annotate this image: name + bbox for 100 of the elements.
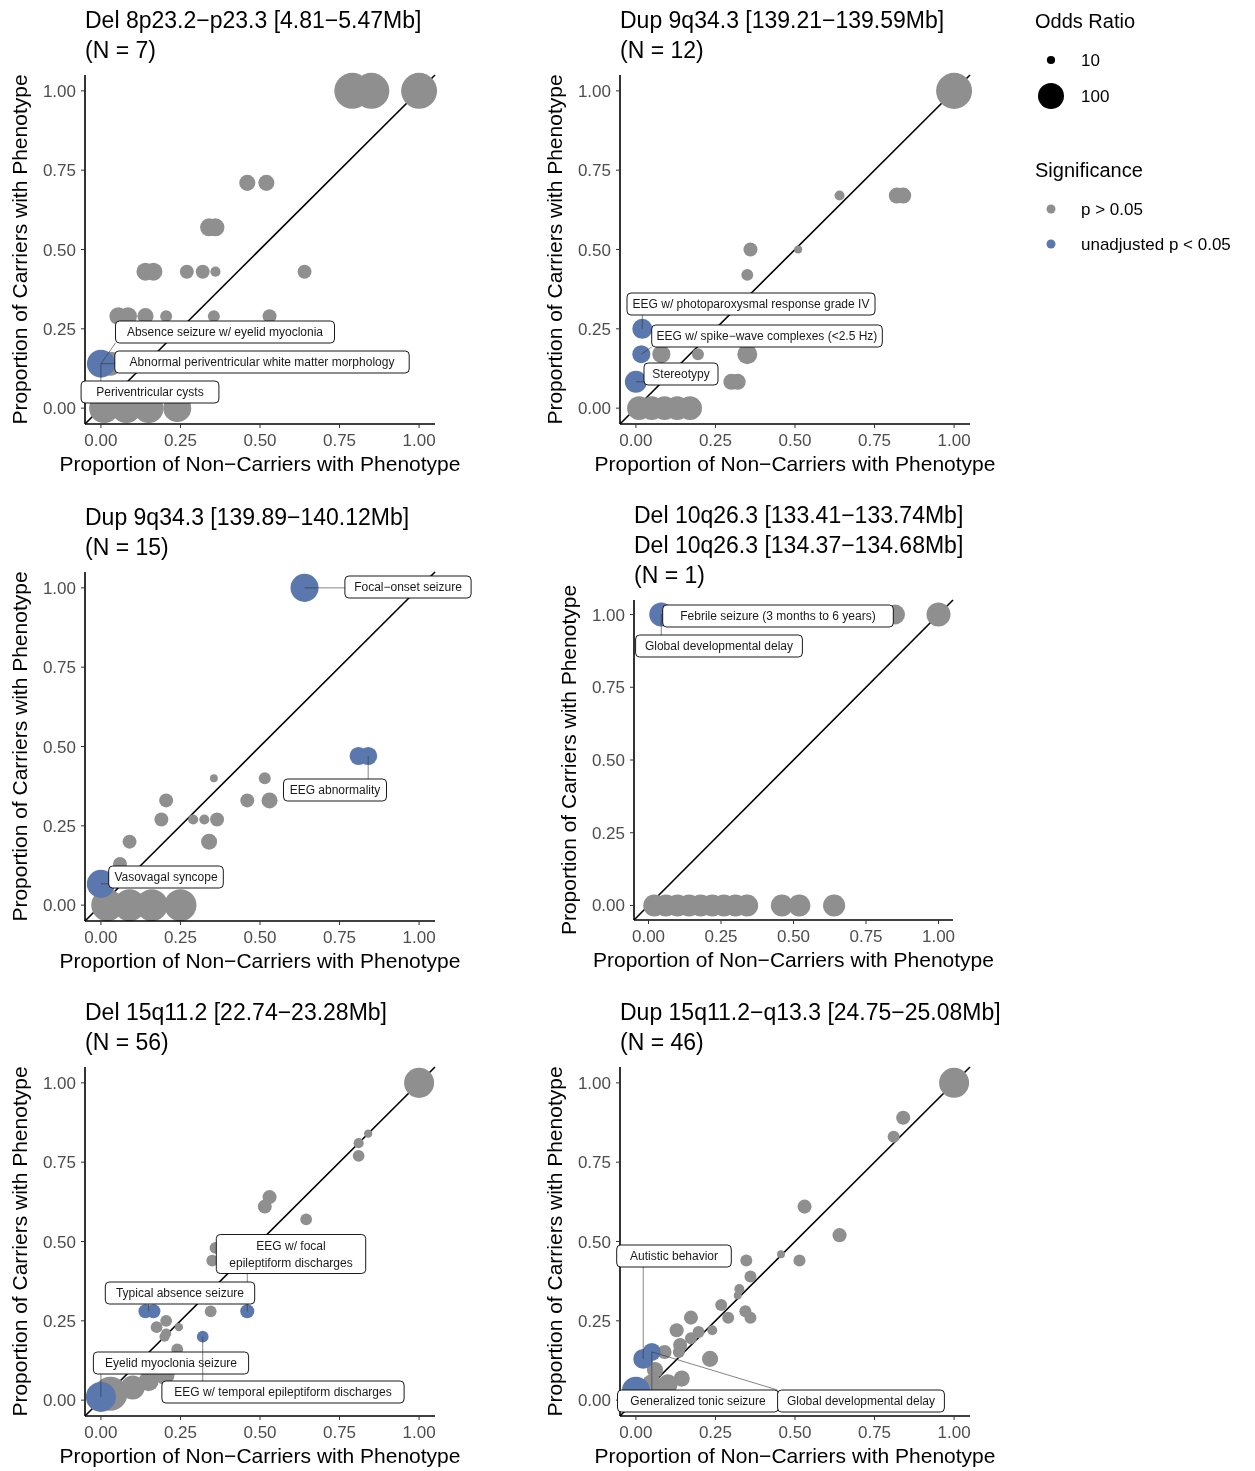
x-tick-label: 1.00 bbox=[937, 431, 971, 450]
y-tick-label: 0.00 bbox=[42, 399, 76, 419]
y-tick-label: 0.75 bbox=[591, 678, 625, 698]
legend-label: 100 bbox=[1081, 87, 1110, 106]
y-tick-label: 0.25 bbox=[577, 319, 611, 339]
x-tick-label: 0.25 bbox=[163, 1423, 197, 1442]
callout: Febrile seizure (3 months to 6 years) bbox=[660, 604, 894, 628]
callout: Focal−onset seizure bbox=[304, 575, 472, 599]
x-tick-label: 1.00 bbox=[402, 928, 436, 947]
legend-label: p > 0.05 bbox=[1081, 200, 1143, 219]
x-axis-title: Proportion of Non−Carriers with Phenotype bbox=[59, 1444, 461, 1467]
callout: EEG w/ spike−wave complexes (<2.5 Hz) bbox=[641, 324, 883, 355]
y-tick-label: 0.50 bbox=[577, 1232, 611, 1252]
chart-title: Del 15q11.2 [22.74−23.28Mb] bbox=[85, 999, 387, 1025]
y-tick-label: 0.75 bbox=[577, 161, 611, 181]
chart-title: Dup 9q34.3 [139.89−140.12Mb] bbox=[85, 504, 410, 530]
x-tick-label: 1.00 bbox=[921, 927, 956, 946]
x-tick-label: 0.50 bbox=[778, 431, 812, 450]
x-tick-label: 0.25 bbox=[163, 928, 197, 947]
chart-title: Del 10q26.3 [133.41−133.74Mb] Del 10q26.3 [134.37−134.68Mb] bbox=[634, 502, 964, 558]
chart-title: Dup 15q11.2−q13.3 [24.75−25.08Mb] bbox=[620, 999, 1001, 1025]
annotation: Vasovagal syncope bbox=[114, 870, 218, 884]
annotation: Abnormal periventricular white matter morphology bbox=[129, 355, 395, 369]
chart-title: Del 8p23.2−p23.3 [4.81−5.47Mb] bbox=[85, 7, 422, 33]
x-axis-title: Proportion of Non−Carriers with Phenotype bbox=[593, 948, 994, 971]
y-tick-label: 0.25 bbox=[577, 1311, 611, 1331]
x-tick-label: 0.50 bbox=[243, 431, 277, 450]
y-tick-label: 0.50 bbox=[42, 240, 76, 260]
x-tick-label: 0.25 bbox=[698, 431, 732, 450]
x-tick-label: 0.75 bbox=[858, 1423, 892, 1442]
x-axis-title: Proportion of Non−Carriers with Phenotype bbox=[594, 452, 996, 475]
y-axis-title: Proportion of Carriers with Phenotype bbox=[557, 584, 580, 936]
annotation: Periventricular cysts bbox=[96, 385, 204, 399]
chart-subtitle: (N = 56) bbox=[85, 1029, 169, 1055]
y-tick-label: 1.00 bbox=[42, 578, 76, 598]
x-tick-label: 0.25 bbox=[704, 927, 738, 946]
annotation: Global developmental delay bbox=[786, 1394, 936, 1408]
annotation: Typical absence seizure bbox=[115, 1286, 245, 1300]
annotation: Global developmental delay bbox=[644, 639, 794, 653]
annotation: EEG w/ photoparoxysmal response grade IV bbox=[632, 297, 870, 311]
x-axis-title: Proportion of Non−Carriers with Phenotype bbox=[594, 1444, 996, 1467]
y-tick-label: 0.25 bbox=[42, 816, 76, 836]
y-tick-label: 0.50 bbox=[42, 1232, 76, 1252]
annotation: Focal−onset seizure bbox=[354, 580, 463, 594]
legend-title: Significance bbox=[1035, 159, 1143, 181]
y-tick-label: 0.75 bbox=[42, 1153, 76, 1173]
annotation: Generalized tonic seizure bbox=[630, 1394, 767, 1408]
x-tick-label: 1.00 bbox=[402, 431, 436, 450]
x-tick-label: 0.25 bbox=[698, 1423, 732, 1442]
annotation: Stereotypy bbox=[652, 367, 710, 381]
x-tick-label: 0.00 bbox=[619, 1423, 653, 1442]
callout: Typical absence seizure bbox=[104, 1281, 256, 1312]
callout: EEG abnormality bbox=[283, 755, 387, 802]
annotation: Absence seizure w/ eyelid myoclonia bbox=[126, 325, 324, 339]
chart-subtitle: (N = 46) bbox=[620, 1029, 704, 1055]
y-tick-label: 0.25 bbox=[42, 1311, 76, 1331]
callout: Autistic behavior bbox=[616, 1244, 732, 1360]
y-axis-title: Proportion of Carriers with Phenotype bbox=[543, 1066, 566, 1417]
x-tick-label: 0.75 bbox=[323, 928, 357, 947]
x-tick-label: 0.00 bbox=[84, 1423, 118, 1442]
callout: Stereotypy bbox=[635, 362, 719, 386]
callout: Generalized tonic seizure bbox=[617, 1351, 779, 1413]
x-tick-label: 0.75 bbox=[323, 1423, 357, 1442]
y-tick-label: 0.25 bbox=[42, 319, 76, 339]
annotation: Eyelid myoclonia seizure bbox=[104, 1356, 238, 1370]
chart-subtitle: (N = 12) bbox=[620, 37, 704, 63]
chart-subtitle: (N = 1) bbox=[634, 562, 705, 588]
x-tick-label: 0.00 bbox=[619, 431, 653, 450]
y-tick-label: 0.00 bbox=[577, 399, 611, 419]
y-axis-title: Proportion of Carriers with Phenotype bbox=[8, 1066, 31, 1417]
y-tick-label: 0.75 bbox=[42, 658, 76, 678]
x-tick-label: 0.50 bbox=[243, 928, 277, 947]
x-tick-label: 0.75 bbox=[858, 431, 892, 450]
x-tick-label: 1.00 bbox=[937, 1423, 971, 1442]
annotation: EEG w/ temporal epileptiform discharges bbox=[174, 1385, 392, 1399]
y-tick-label: 0.00 bbox=[577, 1391, 611, 1411]
annotation: Autistic behavior bbox=[629, 1249, 719, 1263]
chart-subtitle: (N = 15) bbox=[85, 534, 169, 560]
y-tick-label: 1.00 bbox=[577, 81, 611, 101]
annotation: Febrile seizure (3 months to 6 years) bbox=[680, 609, 876, 623]
x-tick-label: 0.50 bbox=[778, 1423, 812, 1442]
annotation: EEG w/ focal epileptiform discharges bbox=[229, 1238, 353, 1270]
y-axis-title: Proportion of Carriers with Phenotype bbox=[543, 74, 566, 425]
y-tick-label: 0.50 bbox=[42, 737, 76, 757]
chart-subtitle: (N = 7) bbox=[85, 37, 156, 63]
x-tick-label: 0.50 bbox=[776, 927, 811, 946]
x-axis-title: Proportion of Non−Carriers with Phenotype bbox=[59, 452, 461, 475]
y-tick-label: 0.25 bbox=[591, 823, 625, 843]
y-tick-label: 0.50 bbox=[591, 751, 625, 770]
y-tick-label: 1.00 bbox=[577, 1073, 611, 1093]
y-tick-label: 0.50 bbox=[577, 240, 611, 260]
y-tick-label: 1.00 bbox=[42, 81, 76, 101]
x-tick-label: 0.50 bbox=[243, 1423, 277, 1442]
y-axis-title: Proportion of Carriers with Phenotype bbox=[8, 74, 31, 425]
y-axis-title: Proportion of Carriers with Phenotype bbox=[8, 571, 31, 922]
x-axis-title: Proportion of Non−Carriers with Phenotype bbox=[59, 949, 461, 972]
callout: Vasovagal syncope bbox=[100, 865, 224, 889]
y-tick-label: 0.75 bbox=[42, 161, 76, 181]
annotation: EEG w/ spike−wave complexes (<2.5 Hz) bbox=[656, 329, 878, 343]
legend-label: 10 bbox=[1081, 51, 1100, 70]
